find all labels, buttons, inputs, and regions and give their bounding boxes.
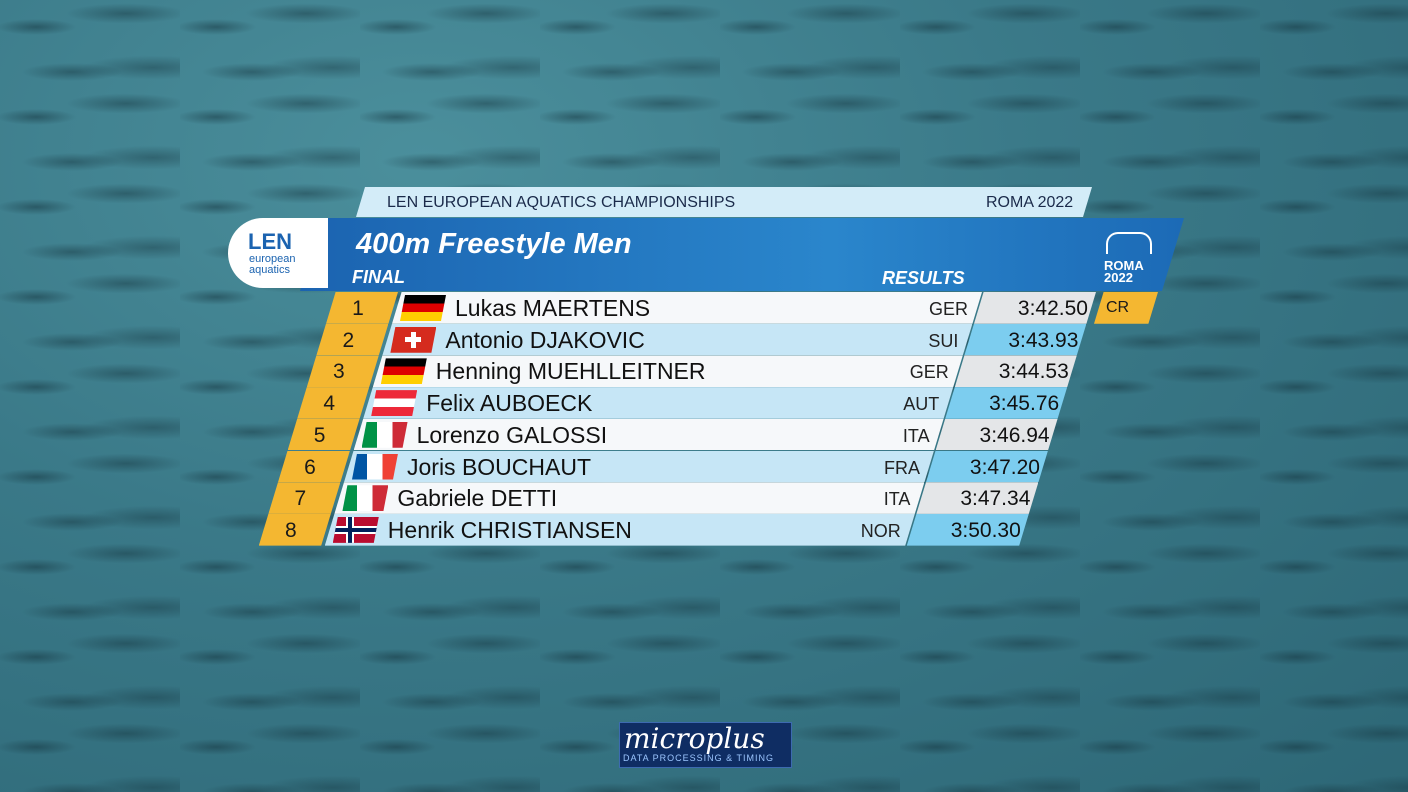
sponsor-box (619, 722, 792, 768)
row-band (334, 482, 924, 514)
event-name: LEN EUROPEAN AQUATICS CHAMPIONSHIPS (387, 194, 736, 211)
rank-box (278, 451, 350, 483)
nation: ITA (902, 425, 930, 446)
rank-box (326, 292, 398, 324)
athlete-name: Henrik CHRISTIANSEN (387, 516, 632, 543)
time: 3:45.76 (989, 392, 1060, 416)
flag (352, 454, 398, 480)
time-band (936, 419, 1058, 451)
time: 3:44.53 (998, 360, 1069, 384)
time-band (926, 451, 1048, 483)
row-band (392, 292, 982, 324)
nation: GER (928, 299, 968, 319)
row-band (363, 387, 953, 419)
rank-box (268, 482, 340, 514)
time-band (945, 387, 1067, 419)
rank: 3 (332, 360, 345, 384)
event-title: 400m Freestyle Men (356, 228, 632, 260)
sponsor-name: microplus (624, 722, 765, 755)
time-band (974, 292, 1096, 324)
rank-box (316, 324, 388, 356)
logo-text: aquatics (249, 264, 290, 276)
len-logo (228, 218, 328, 288)
colosseum-icon (1106, 232, 1152, 254)
athlete-name: Gabriele DETTI (397, 485, 558, 512)
rank-box (297, 387, 369, 419)
time: 3:42.50 (1017, 297, 1088, 320)
time-band (955, 355, 1077, 387)
athlete-name: Antonio DJAKOVIC (445, 326, 645, 353)
roma-logo-text: 2022 (1104, 270, 1133, 285)
rank-box (307, 355, 379, 387)
athlete-name: Henning MUEHLLEITNER (435, 358, 706, 385)
rank: 5 (313, 423, 326, 447)
athlete-name: Felix AUBOECK (426, 390, 593, 417)
sponsor-tagline: DATA PROCESSING & TIMING (623, 753, 775, 763)
flag (342, 485, 388, 511)
row-band (354, 419, 944, 451)
row-band (382, 324, 972, 356)
nation: SUI (928, 330, 959, 351)
nation: GER (909, 362, 949, 383)
row-band (373, 355, 963, 387)
time-band (916, 482, 1038, 514)
flag (333, 517, 379, 543)
roma-logo-text: ROMA (1104, 258, 1144, 273)
time-band (907, 514, 1029, 546)
time: 3:47.34 (960, 487, 1031, 511)
rank: 6 (304, 455, 316, 479)
title-bar (300, 218, 1184, 291)
time: 3:47.20 (969, 455, 1040, 479)
time: 3:46.94 (979, 423, 1050, 447)
record-box (1094, 292, 1158, 324)
results-label: RESULTS (882, 268, 965, 288)
athlete-name: Lukas MAERTENS (455, 295, 651, 321)
time-band (964, 324, 1086, 356)
nation: AUT (903, 394, 940, 415)
rank: 8 (284, 518, 297, 542)
rank: 2 (342, 328, 355, 352)
row-band (325, 514, 915, 546)
time: 3:43.93 (1008, 328, 1079, 352)
rank: 4 (323, 392, 336, 416)
flag (381, 358, 427, 384)
nation: ITA (883, 489, 911, 510)
flag (390, 327, 436, 353)
record: CR (1106, 299, 1130, 316)
rank: 7 (294, 487, 307, 511)
flag (400, 295, 446, 321)
athlete-name: Joris BOUCHAUT (407, 453, 592, 480)
nation: FRA (884, 457, 920, 478)
nation: NOR (860, 520, 901, 541)
flag (362, 422, 408, 448)
logo-text: LEN (248, 229, 292, 254)
flag (371, 390, 417, 416)
time: 3:50.30 (950, 518, 1021, 542)
row-band (344, 451, 934, 483)
rank: 1 (352, 297, 364, 320)
athlete-name: Lorenzo GALOSSI (416, 421, 608, 448)
edition: ROMA 2022 (986, 194, 1074, 211)
rank-box (259, 514, 331, 546)
rank-box (288, 419, 360, 451)
header-strip (356, 187, 1092, 217)
logo-text: european (249, 253, 296, 265)
phase: FINAL (352, 267, 405, 287)
